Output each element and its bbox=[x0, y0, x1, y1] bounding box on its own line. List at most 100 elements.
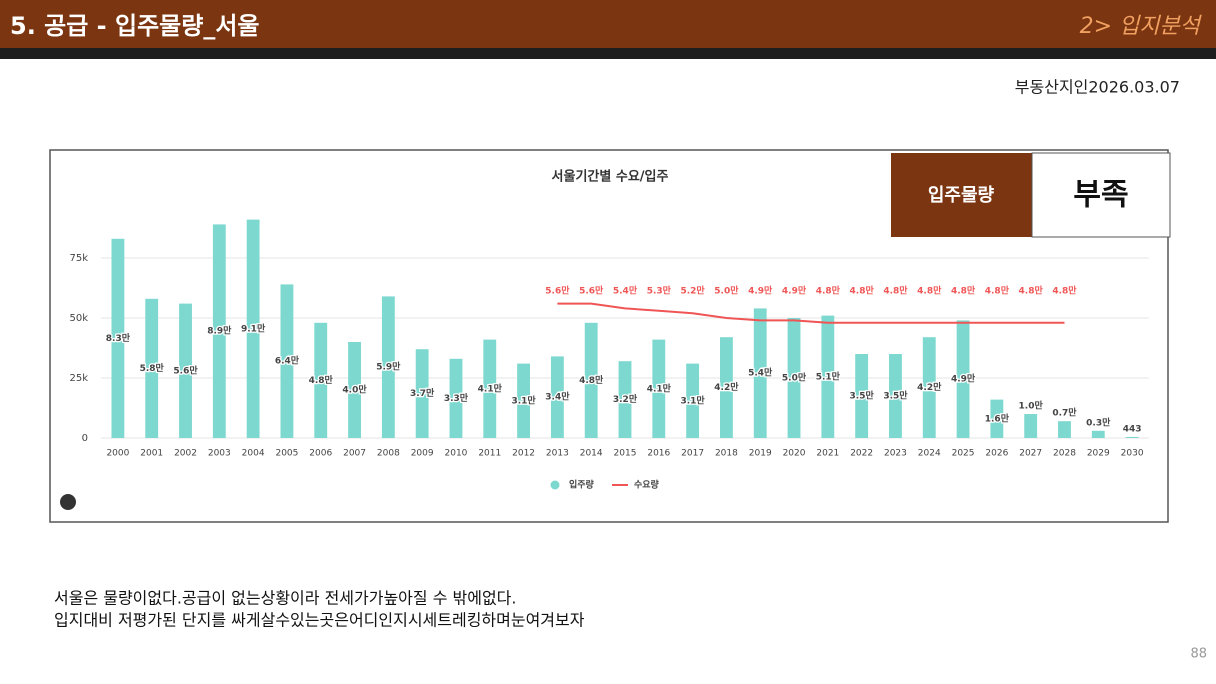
line-value-label: 5.3만 bbox=[647, 285, 672, 297]
bar-value-label: 8.3만 bbox=[106, 332, 131, 344]
bar-value-label: 1.6만 bbox=[985, 412, 1010, 424]
x-tick-label: 2015 bbox=[614, 449, 637, 459]
line bbox=[557, 302, 1065, 324]
bar bbox=[618, 361, 632, 438]
line-value-label: 4.8만 bbox=[951, 285, 976, 297]
bar bbox=[314, 322, 328, 438]
bar-value-label: 3.5만 bbox=[883, 390, 908, 402]
x-tick-label: 2028 bbox=[1053, 449, 1076, 459]
bar-value-label: 4.0만 bbox=[342, 384, 367, 396]
bar-value-label: 5.1만 bbox=[816, 370, 841, 382]
bar bbox=[111, 238, 125, 438]
bar-value-label: 3.5만 bbox=[850, 390, 875, 402]
bar bbox=[956, 320, 970, 438]
bar bbox=[212, 224, 226, 438]
bar bbox=[550, 356, 564, 438]
section-label: 2> 입지분석 bbox=[1080, 14, 1203, 39]
bar bbox=[1091, 430, 1105, 438]
line-value-label: 4.8만 bbox=[917, 285, 942, 297]
header-bar bbox=[0, 0, 1216, 48]
line-value-label: 5.6만 bbox=[579, 285, 604, 297]
bar bbox=[855, 354, 869, 438]
bar-value-label: 5.9만 bbox=[376, 361, 401, 373]
x-tick-label: 2022 bbox=[850, 449, 873, 459]
line-value-label: 5.0만 bbox=[714, 285, 739, 297]
bar-value-label: 9.1만 bbox=[241, 322, 266, 334]
x-tick-label: 2009 bbox=[411, 449, 434, 459]
bar bbox=[381, 296, 395, 438]
y-tick-label: 75k bbox=[69, 253, 88, 264]
source-date: 부동산지인2026.03.07 bbox=[1015, 78, 1180, 97]
bar-value-label: 0.7만 bbox=[1052, 407, 1077, 419]
x-tick-label: 2012 bbox=[512, 449, 535, 459]
legend-label: 수요량 bbox=[634, 479, 660, 491]
x-tick-label: 2019 bbox=[749, 449, 772, 459]
bar bbox=[787, 318, 801, 438]
chart-title: 서울기간별 수요/입주 bbox=[552, 169, 669, 185]
bar-value-label: 3.1만 bbox=[680, 394, 705, 406]
line-value-label: 5.6만 bbox=[545, 285, 570, 297]
bar bbox=[449, 358, 463, 438]
bar bbox=[280, 284, 294, 438]
line-value-label: 4.8만 bbox=[1052, 285, 1077, 297]
bar-value-label: 3.4만 bbox=[545, 391, 570, 403]
x-tick-label: 2027 bbox=[1019, 449, 1042, 459]
bar bbox=[348, 342, 361, 438]
badge-label: 입주물량 bbox=[928, 184, 995, 206]
x-tick-label: 2013 bbox=[546, 449, 569, 459]
y-tick-label: 0 bbox=[82, 433, 88, 444]
y-tick-label: 50k bbox=[69, 313, 88, 324]
body-line: 서울은 물량이없다.공급이 없는상황이라 전세가가높아질 수 밖에없다. bbox=[54, 589, 516, 608]
bar-value-label: 5.8만 bbox=[140, 362, 165, 374]
bar-value-label: 8.9만 bbox=[207, 325, 232, 337]
bar-value-label: 3.2만 bbox=[613, 393, 638, 405]
bar bbox=[719, 337, 733, 438]
badge-value: 부족 bbox=[1073, 178, 1128, 213]
bar bbox=[246, 219, 260, 438]
bar-value-label: 1.0만 bbox=[1019, 400, 1044, 412]
line-value-label: 4.8만 bbox=[985, 285, 1010, 297]
bar-value-label: 5.0만 bbox=[782, 372, 807, 384]
bar-value-label: 6.4만 bbox=[275, 355, 300, 367]
bar bbox=[652, 339, 666, 438]
line-value-label: 4.9만 bbox=[748, 285, 773, 297]
x-tick-label: 2030 bbox=[1121, 449, 1144, 459]
line-value-label: 4.8만 bbox=[850, 285, 875, 297]
bar bbox=[1058, 421, 1071, 438]
bar bbox=[1125, 436, 1139, 438]
bar-value-label: 4.8만 bbox=[309, 374, 334, 386]
logo bbox=[60, 494, 76, 510]
bar bbox=[821, 315, 835, 438]
bar-value-label: 3.7만 bbox=[410, 387, 435, 399]
line-value-label: 5.2만 bbox=[680, 285, 705, 297]
bar bbox=[483, 339, 497, 438]
bar-value-label: 4.2만 bbox=[714, 381, 739, 393]
bar-value-label: 4.9만 bbox=[951, 373, 976, 385]
x-tick-label: 2018 bbox=[715, 449, 738, 459]
line-value-label: 4.8만 bbox=[1019, 285, 1044, 297]
badge-value-box bbox=[1031, 152, 1171, 238]
x-tick-label: 2006 bbox=[309, 449, 332, 459]
x-tick-label: 2017 bbox=[681, 449, 704, 459]
bar bbox=[753, 308, 767, 438]
bar bbox=[922, 337, 936, 438]
x-tick-label: 2025 bbox=[952, 449, 975, 459]
bar bbox=[889, 354, 902, 438]
x-tick-label: 2001 bbox=[140, 449, 163, 459]
x-tick-label: 2004 bbox=[242, 449, 265, 459]
bar bbox=[179, 303, 192, 438]
x-tick-label: 2014 bbox=[580, 449, 603, 459]
x-tick-label: 2016 bbox=[647, 449, 670, 459]
bar bbox=[1024, 414, 1038, 438]
x-tick-label: 2008 bbox=[377, 449, 400, 459]
x-tick-label: 2005 bbox=[275, 449, 298, 459]
x-tick-label: 2002 bbox=[174, 449, 197, 459]
legend-swatch bbox=[550, 480, 560, 490]
bar-value-label: 5.6만 bbox=[173, 364, 198, 376]
x-tick-label: 2026 bbox=[985, 449, 1008, 459]
legend-label: 입주량 bbox=[569, 479, 595, 491]
line-value-label: 5.4만 bbox=[613, 285, 638, 297]
slide-title: 5. 공급 - 입주물량_서울 bbox=[10, 12, 259, 40]
header-stripe bbox=[0, 48, 1216, 59]
